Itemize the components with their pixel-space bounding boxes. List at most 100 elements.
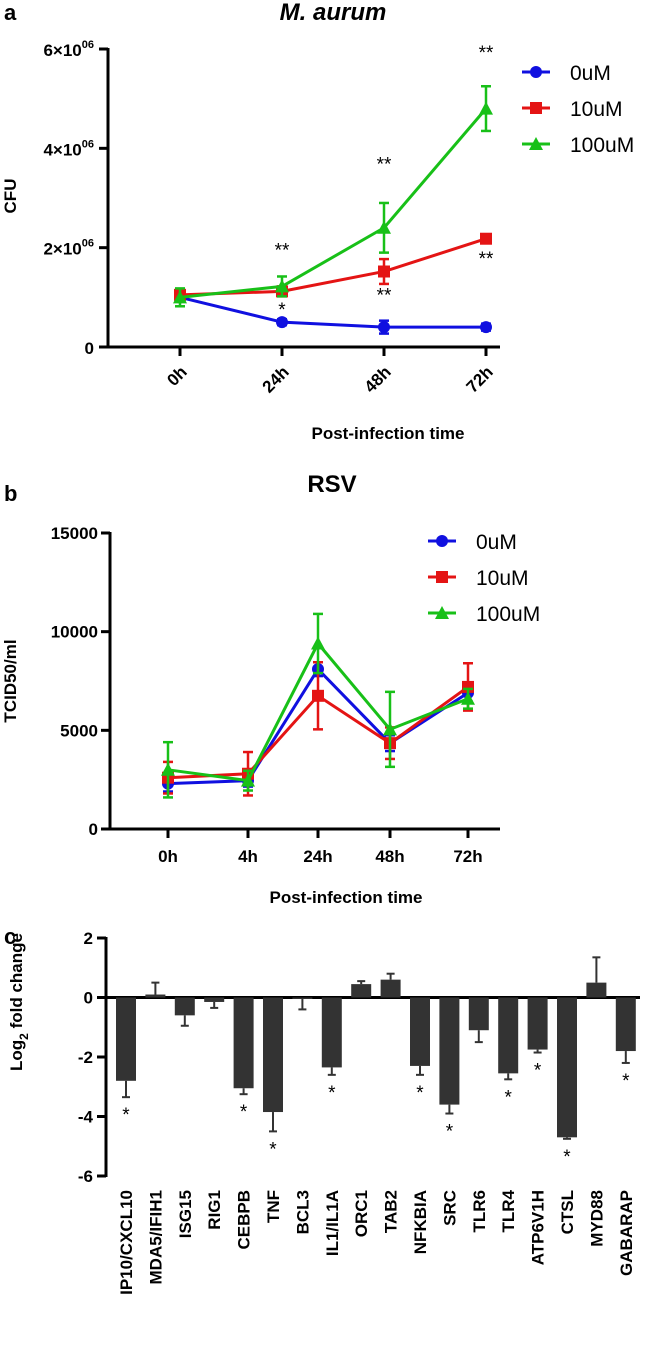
panel-c-error-bar — [327, 1067, 336, 1076]
panel-c-significance: * — [416, 1083, 424, 1104]
panel-b-legend-marker — [435, 606, 449, 619]
panel-a-series-line — [179, 295, 486, 329]
panel-letter-c: c — [4, 924, 16, 949]
panel-c-xtick-label: ATP6V1H — [529, 1190, 548, 1265]
panel-c-bar — [233, 997, 254, 1089]
panel-c-error-bar — [592, 956, 601, 983]
panel-c-xtick-label: TLR4 — [499, 1189, 518, 1232]
panel-a-data-point — [275, 279, 289, 293]
panel-c-error-bar — [416, 1065, 424, 1076]
panel-c-xtick-label: ORC1 — [352, 1190, 371, 1237]
panel-b-data-point — [312, 689, 324, 702]
panel-b-data-point — [383, 722, 397, 736]
panel-b-xtick-label: 24h — [303, 847, 332, 866]
panel-c-error-bar — [445, 1104, 454, 1115]
panel-c-error-bar — [357, 980, 366, 985]
panel-c-xtick-label: SRC — [440, 1190, 459, 1226]
panel-c-bar — [468, 997, 489, 1031]
panel-c-ylabel: Log2 fold change — [7, 933, 31, 1071]
panel-c-plot: 2 0 -2 -4 -6 * IP10/CXCL10 MDA5/IFIH1 ISG15 RIG1 *… — [78, 929, 640, 1295]
panel-a-data-point — [480, 232, 492, 245]
panel-b-data-point — [461, 691, 475, 705]
panel-c-error-bar — [239, 1088, 248, 1096]
panel-b-title: RSV — [307, 471, 356, 498]
panel-b-xtick-label: 0h — [158, 847, 178, 866]
panel-b-legend-marker — [436, 535, 448, 547]
panel-c-bar — [586, 982, 607, 998]
panel-c-xtick-label: ISG15 — [176, 1190, 195, 1238]
panel-c-error-bar — [474, 1030, 483, 1044]
panel-b-xtick-label: 72h — [453, 847, 482, 866]
panel-c-xtick-label: TLR6 — [470, 1190, 489, 1233]
panel-c-bar — [439, 997, 460, 1105]
panel-a-legend-label: 0uM — [570, 62, 611, 85]
panel-a-plot: 0 2×1006 4×1006 6×1006 0h 24h 48h 72h 0uM 10uM 100… — [43, 39, 634, 397]
panel-a-ytick-label: 2×1006 — [43, 238, 94, 259]
panel-a-legend-label: 10uM — [570, 98, 623, 121]
panel-c-significance: * — [328, 1083, 336, 1104]
panel-b-ytick-label: 0 — [89, 820, 98, 839]
panel-a-series-0uM — [174, 291, 492, 335]
panel-b-legend-label: 10uM — [476, 567, 529, 590]
panel-a-significance: ** — [479, 43, 494, 64]
panel-c-bar — [351, 984, 372, 998]
panel-a-xlabel: Post-infection time — [311, 424, 464, 443]
panel-a-data-point — [173, 290, 187, 304]
panel-c-xtick-label: IP10/CXCL10 — [117, 1190, 136, 1295]
panel-c-xtick-label: GABARAP — [617, 1190, 636, 1276]
panel-c-ytick-label: -2 — [78, 1048, 93, 1067]
panel-b-ytick-label: 5000 — [60, 721, 98, 740]
panel-c-ytick-label: -4 — [78, 1108, 94, 1127]
panel-c-xtick-label: CEBPB — [235, 1190, 254, 1250]
panel-a-data-point — [378, 321, 390, 334]
panel-c-error-bar — [386, 972, 395, 980]
panel-letter-a: a — [4, 0, 17, 25]
panel-a-legend-marker — [530, 66, 542, 78]
panel-c-bar — [116, 997, 136, 1081]
panel-c-bar — [174, 997, 195, 1016]
panel-c-significance: * — [122, 1105, 130, 1126]
panel-c-xtick-label: MDA5/IFIH1 — [146, 1190, 165, 1284]
panel-a-series-line — [179, 107, 488, 299]
panel-a-xtick-label: 48h — [361, 362, 395, 396]
panel-a-data-point — [377, 220, 391, 234]
panel-c-error-bar — [533, 1049, 542, 1054]
panel-c-bar — [380, 979, 401, 998]
panel-a-ytick-label: 6×1006 — [43, 39, 94, 60]
panel-c-error-bar — [122, 1080, 130, 1099]
panel-a-ytick-label: 0 — [85, 339, 94, 358]
panel-c-bar — [498, 997, 519, 1074]
panel-c-bar — [615, 997, 636, 1052]
panel-b-plot: 0 5000 10000 15000 0h 4h 24h 48h 72h 0uM 10uM 100uM — [51, 524, 541, 866]
panel-c-error-bar — [621, 1051, 630, 1064]
panel-c-significance: * — [534, 1061, 542, 1082]
panel-b-ytick-label: 10000 — [51, 623, 98, 642]
panel-a-significance: ** — [377, 155, 392, 176]
panel-c-bar — [145, 994, 166, 998]
panel-a-significance: * — [278, 300, 286, 321]
panel-b-data-point — [311, 636, 325, 650]
panel-c-error-bar — [504, 1073, 513, 1081]
panel-c-error-bar — [210, 1001, 219, 1009]
panel-c-error-bar — [298, 998, 307, 1011]
panel-c-bar — [204, 997, 225, 1002]
panel-c-significance: * — [563, 1147, 571, 1168]
panel-a-legend-label: 100uM — [570, 134, 634, 157]
panel-c-xtick-label: IL1/IL1A — [323, 1190, 342, 1256]
panel-a-significance: ** — [479, 249, 494, 270]
panel-c-xtick-label: CTSL — [558, 1190, 577, 1234]
panel-a-xtick-label: 0h — [163, 362, 190, 389]
panel-b-xtick-label: 48h — [375, 847, 404, 866]
panel-c-significance: * — [240, 1102, 248, 1123]
panel-c-error-bar — [180, 1015, 189, 1027]
panel-b-ylabel: TCID50/ml — [1, 639, 20, 722]
panel-b-xlabel: Post-infection time — [269, 888, 422, 907]
panel-c-xtick-label: MYD88 — [587, 1190, 606, 1247]
panel-a-significance: ** — [377, 285, 392, 306]
panel-a-title: M. aurum — [280, 0, 387, 26]
panel-c-xtick-label: TAB2 — [382, 1190, 401, 1233]
panel-c-ytick-label: -6 — [78, 1167, 93, 1186]
panel-c-error-bar — [151, 981, 160, 995]
panel-c-significance: * — [622, 1071, 630, 1092]
